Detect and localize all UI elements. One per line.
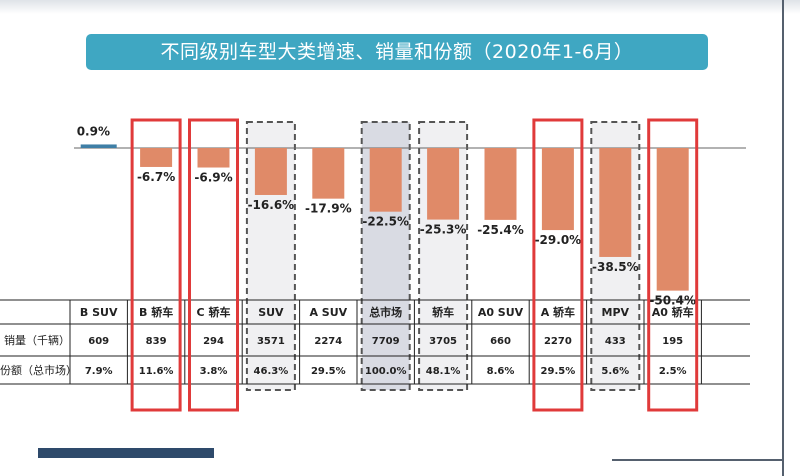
footer-accent-bar	[38, 448, 214, 458]
category-label: SUV	[258, 306, 284, 319]
data-label: -25.3%	[420, 223, 467, 237]
data-label: -29.0%	[535, 233, 582, 247]
bar	[427, 148, 460, 220]
category-label: B 轿车	[139, 305, 173, 319]
data-label: 0.9%	[77, 124, 110, 138]
category-label: 轿车	[432, 305, 454, 319]
red-highlight-box	[130, 118, 182, 412]
category-label: C 轿车	[197, 305, 231, 319]
sales-cell: 195	[662, 336, 683, 347]
red-highlight-box	[647, 118, 699, 412]
bar	[312, 148, 345, 199]
category-label: A 轿车	[541, 305, 575, 319]
share-cell: 46.3%	[254, 366, 289, 377]
sales-cell: 3571	[257, 336, 285, 347]
bar	[254, 148, 287, 195]
data-label: -50.4%	[649, 294, 696, 308]
share-cell: 8.6%	[487, 366, 515, 377]
share-cell: 29.5%	[311, 366, 346, 377]
data-label: -17.9%	[305, 202, 352, 216]
data-label: -16.6%	[248, 198, 295, 212]
data-label: -38.5%	[592, 260, 639, 274]
data-label: -25.4%	[477, 223, 524, 237]
bar	[140, 148, 173, 167]
right-edge-line	[782, 0, 784, 476]
sales-cell: 433	[605, 336, 626, 347]
sales-cell: 609	[88, 336, 109, 347]
data-label: -22.5%	[362, 215, 409, 229]
sales-cell: 2274	[314, 336, 342, 347]
bar	[369, 148, 402, 212]
row-label-sales: 销量（千辆）	[4, 333, 70, 347]
share-cell: 29.5%	[541, 366, 576, 377]
bar	[599, 148, 632, 257]
red-highlight-box	[188, 118, 239, 412]
bar	[197, 148, 230, 168]
share-cell: 3.8%	[200, 366, 228, 377]
sales-cell: 2270	[544, 336, 572, 347]
sales-cell: 3705	[429, 336, 457, 347]
share-cell: 48.1%	[426, 366, 461, 377]
top-strip	[0, 0, 800, 14]
category-label: A0 轿车	[652, 305, 694, 319]
data-label: -6.7%	[137, 170, 175, 184]
category-label: A SUV	[309, 306, 347, 319]
category-label: A0 SUV	[478, 306, 524, 319]
category-label: MPV	[602, 306, 630, 319]
bar	[656, 148, 689, 291]
bottom-right-line	[612, 459, 782, 461]
sales-cell: 660	[490, 336, 511, 347]
red-highlight-box	[532, 118, 584, 412]
sales-cell: 7709	[372, 336, 400, 347]
share-cell: 11.6%	[139, 366, 174, 377]
sales-cell: 839	[146, 336, 167, 347]
row-label-share: 份额（总市场）	[0, 363, 77, 377]
share-cell: 7.9%	[85, 366, 113, 377]
data-label: -6.9%	[194, 171, 232, 185]
share-cell: 5.6%	[601, 366, 629, 377]
bar	[80, 144, 117, 148]
share-cell: 100.0%	[365, 366, 407, 377]
share-cell: 2.5%	[659, 366, 687, 377]
bar	[484, 148, 517, 220]
sales-cell: 294	[203, 336, 224, 347]
bar	[541, 148, 574, 231]
category-label: 总市场	[369, 305, 402, 319]
category-label: B SUV	[80, 306, 118, 319]
chart-title: 不同级别车型大类增速、销量和份额（2020年1-6月）	[86, 34, 708, 70]
